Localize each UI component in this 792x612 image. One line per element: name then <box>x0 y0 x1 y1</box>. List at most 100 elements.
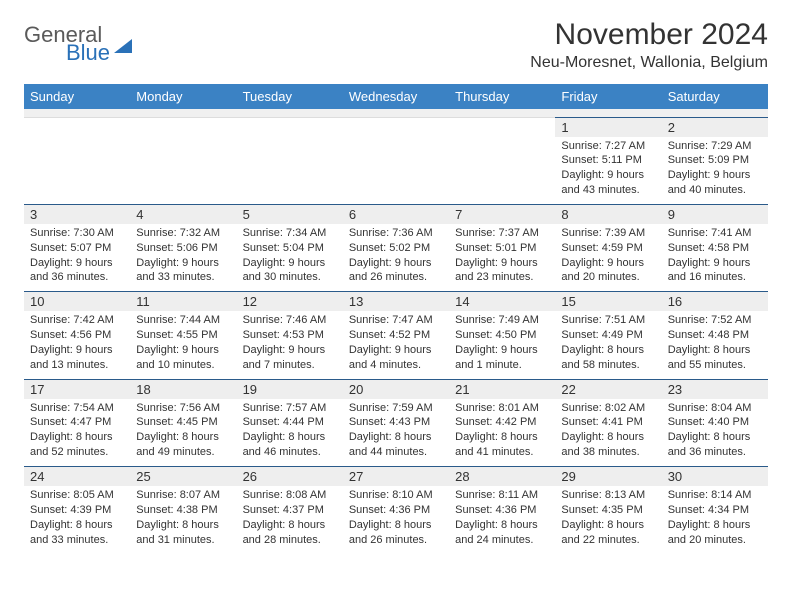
daylight-line: Daylight: 8 hours and 58 minutes. <box>561 343 655 373</box>
day-data-cell: Sunrise: 7:51 AMSunset: 4:49 PMDaylight:… <box>555 311 661 379</box>
day-number-cell: 14 <box>449 292 555 312</box>
daylight-line: Daylight: 8 hours and 36 minutes. <box>668 430 762 460</box>
day-data-cell: Sunrise: 7:56 AMSunset: 4:45 PMDaylight:… <box>130 399 236 467</box>
daylight-line: Daylight: 8 hours and 46 minutes. <box>243 430 337 460</box>
day-data-cell: Sunrise: 7:36 AMSunset: 5:02 PMDaylight:… <box>343 224 449 292</box>
day-number-cell: 5 <box>237 204 343 224</box>
sunset-line: Sunset: 4:40 PM <box>668 415 762 430</box>
day-data-cell: Sunrise: 7:57 AMSunset: 4:44 PMDaylight:… <box>237 399 343 467</box>
day-data-cell: Sunrise: 7:49 AMSunset: 4:50 PMDaylight:… <box>449 311 555 379</box>
sunset-line: Sunset: 4:34 PM <box>668 503 762 518</box>
sunset-line: Sunset: 5:04 PM <box>243 241 337 256</box>
day-number-cell: 10 <box>24 292 130 312</box>
sunset-line: Sunset: 4:39 PM <box>30 503 124 518</box>
daylight-line: Daylight: 9 hours and 1 minute. <box>455 343 549 373</box>
day-number-cell: 23 <box>662 379 768 399</box>
sunrise-line: Sunrise: 7:29 AM <box>668 139 762 154</box>
day-data-cell: Sunrise: 7:46 AMSunset: 4:53 PMDaylight:… <box>237 311 343 379</box>
day-number-cell: 6 <box>343 204 449 224</box>
daylight-line: Daylight: 8 hours and 38 minutes. <box>561 430 655 460</box>
day-data-cell: Sunrise: 8:04 AMSunset: 4:40 PMDaylight:… <box>662 399 768 467</box>
daylight-line: Daylight: 8 hours and 31 minutes. <box>136 518 230 548</box>
daylight-line: Daylight: 8 hours and 20 minutes. <box>668 518 762 548</box>
data-row: Sunrise: 7:42 AMSunset: 4:56 PMDaylight:… <box>24 311 768 379</box>
data-row: Sunrise: 7:30 AMSunset: 5:07 PMDaylight:… <box>24 224 768 292</box>
sunrise-line: Sunrise: 7:52 AM <box>668 313 762 328</box>
sunrise-line: Sunrise: 7:27 AM <box>561 139 655 154</box>
sunset-line: Sunset: 4:56 PM <box>30 328 124 343</box>
calendar-table: Sunday Monday Tuesday Wednesday Thursday… <box>24 84 768 553</box>
sunset-line: Sunset: 5:11 PM <box>561 153 655 168</box>
col-monday: Monday <box>130 84 236 109</box>
day-number-cell: 27 <box>343 467 449 487</box>
sunset-line: Sunset: 4:58 PM <box>668 241 762 256</box>
day-number-cell: 12 <box>237 292 343 312</box>
daylight-line: Daylight: 8 hours and 41 minutes. <box>455 430 549 460</box>
day-data-cell: Sunrise: 7:27 AMSunset: 5:11 PMDaylight:… <box>555 137 661 205</box>
sunset-line: Sunset: 4:53 PM <box>243 328 337 343</box>
day-number-cell <box>130 117 236 137</box>
daylight-line: Daylight: 9 hours and 16 minutes. <box>668 256 762 286</box>
day-data-cell <box>343 137 449 205</box>
sunset-line: Sunset: 4:55 PM <box>136 328 230 343</box>
weekday-header-row: Sunday Monday Tuesday Wednesday Thursday… <box>24 84 768 109</box>
sunset-line: Sunset: 4:44 PM <box>243 415 337 430</box>
sunset-line: Sunset: 5:07 PM <box>30 241 124 256</box>
sunrise-line: Sunrise: 7:59 AM <box>349 401 443 416</box>
day-data-cell: Sunrise: 7:44 AMSunset: 4:55 PMDaylight:… <box>130 311 236 379</box>
day-data-cell: Sunrise: 8:14 AMSunset: 4:34 PMDaylight:… <box>662 486 768 553</box>
col-thursday: Thursday <box>449 84 555 109</box>
daylight-line: Daylight: 8 hours and 24 minutes. <box>455 518 549 548</box>
day-number-cell: 7 <box>449 204 555 224</box>
brand-blue: Blue <box>66 42 110 64</box>
brand-triangle-icon <box>114 39 132 53</box>
day-number-cell <box>449 117 555 137</box>
day-data-cell: Sunrise: 7:32 AMSunset: 5:06 PMDaylight:… <box>130 224 236 292</box>
sunset-line: Sunset: 4:37 PM <box>243 503 337 518</box>
daylight-line: Daylight: 9 hours and 40 minutes. <box>668 168 762 198</box>
day-data-cell <box>24 137 130 205</box>
day-number-cell <box>24 117 130 137</box>
sunset-line: Sunset: 4:49 PM <box>561 328 655 343</box>
day-number-cell: 29 <box>555 467 661 487</box>
sunset-line: Sunset: 5:02 PM <box>349 241 443 256</box>
sunset-line: Sunset: 4:41 PM <box>561 415 655 430</box>
daynum-row: 3456789 <box>24 204 768 224</box>
day-number-cell: 24 <box>24 467 130 487</box>
sunset-line: Sunset: 5:09 PM <box>668 153 762 168</box>
daylight-line: Daylight: 9 hours and 13 minutes. <box>30 343 124 373</box>
day-number-cell: 4 <box>130 204 236 224</box>
daylight-line: Daylight: 8 hours and 33 minutes. <box>30 518 124 548</box>
location: Neu-Moresnet, Wallonia, Belgium <box>530 54 768 72</box>
sunset-line: Sunset: 4:36 PM <box>455 503 549 518</box>
daylight-line: Daylight: 8 hours and 55 minutes. <box>668 343 762 373</box>
sunrise-line: Sunrise: 7:42 AM <box>30 313 124 328</box>
month-title: November 2024 <box>530 18 768 52</box>
daylight-line: Daylight: 9 hours and 33 minutes. <box>136 256 230 286</box>
daylight-line: Daylight: 9 hours and 4 minutes. <box>349 343 443 373</box>
daylight-line: Daylight: 9 hours and 7 minutes. <box>243 343 337 373</box>
day-data-cell: Sunrise: 8:05 AMSunset: 4:39 PMDaylight:… <box>24 486 130 553</box>
day-number-cell: 30 <box>662 467 768 487</box>
sunset-line: Sunset: 4:50 PM <box>455 328 549 343</box>
daylight-line: Daylight: 8 hours and 49 minutes. <box>136 430 230 460</box>
col-friday: Friday <box>555 84 661 109</box>
sunrise-line: Sunrise: 8:13 AM <box>561 488 655 503</box>
day-data-cell: Sunrise: 7:42 AMSunset: 4:56 PMDaylight:… <box>24 311 130 379</box>
sunset-line: Sunset: 4:36 PM <box>349 503 443 518</box>
sunset-line: Sunset: 4:38 PM <box>136 503 230 518</box>
day-data-cell: Sunrise: 8:11 AMSunset: 4:36 PMDaylight:… <box>449 486 555 553</box>
day-data-cell: Sunrise: 7:59 AMSunset: 4:43 PMDaylight:… <box>343 399 449 467</box>
title-block: November 2024 Neu-Moresnet, Wallonia, Be… <box>530 18 768 78</box>
sunrise-line: Sunrise: 8:07 AM <box>136 488 230 503</box>
data-row: Sunrise: 7:27 AMSunset: 5:11 PM Daylight:… <box>24 137 768 205</box>
daylight-line: Daylight: 9 hours and 36 minutes. <box>30 256 124 286</box>
day-number-cell: 26 <box>237 467 343 487</box>
sunset-line: Sunset: 4:42 PM <box>455 415 549 430</box>
daylight-line: Daylight: 8 hours and 52 minutes. <box>30 430 124 460</box>
day-data-cell: Sunrise: 7:47 AMSunset: 4:52 PMDaylight:… <box>343 311 449 379</box>
sunrise-line: Sunrise: 7:32 AM <box>136 226 230 241</box>
sunrise-line: Sunrise: 7:41 AM <box>668 226 762 241</box>
daylight-line: Daylight: 8 hours and 28 minutes. <box>243 518 337 548</box>
day-data-cell <box>237 137 343 205</box>
